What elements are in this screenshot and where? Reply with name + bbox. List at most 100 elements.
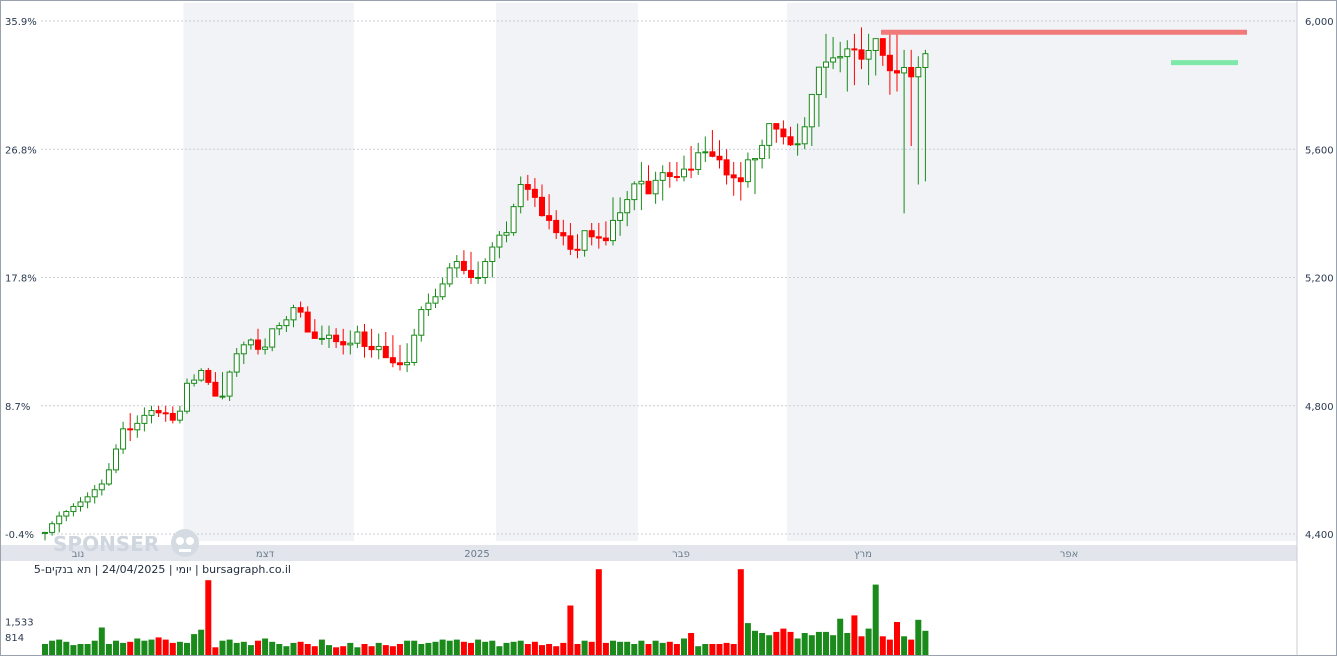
volume-bar (610, 640, 616, 655)
volume-bar (148, 639, 155, 655)
volume-bar (865, 628, 872, 655)
candle-body (922, 53, 929, 68)
volume-bar (382, 645, 389, 655)
volume-bar (404, 640, 411, 655)
candle-body (546, 215, 553, 221)
candle-body (425, 302, 432, 311)
candle-body (269, 328, 276, 348)
volume-bar (304, 644, 311, 655)
candle-body (262, 346, 269, 350)
volume-bar (574, 644, 581, 655)
candle-body (673, 176, 680, 179)
candle-body (169, 412, 176, 421)
candle-body (787, 136, 794, 146)
month-labels: נוב דצמ 2025 פבר מרץ אפר (72, 549, 1079, 560)
volume-bar (489, 640, 496, 655)
candle-body (439, 283, 446, 298)
candle-body (659, 172, 666, 181)
volume-bar (276, 644, 283, 655)
volume-bar (49, 640, 56, 655)
y-tick-right: 5,600 (1305, 145, 1334, 156)
volume-bar (773, 631, 780, 655)
candle-body (91, 489, 98, 498)
candle-body (84, 496, 91, 503)
candle-body (524, 184, 531, 190)
volume-bar (262, 638, 269, 655)
candle-body (311, 331, 318, 339)
candle-body (219, 395, 226, 398)
candle-body (830, 57, 837, 63)
candle-body (645, 180, 652, 195)
candle-body (482, 260, 489, 278)
volume-bar (432, 641, 439, 655)
volume-bar (617, 641, 624, 655)
volume-bar (311, 646, 318, 655)
volume-bar (42, 644, 48, 655)
candle-body (595, 236, 602, 239)
volume-bar (752, 630, 758, 655)
month-band (786, 3, 1297, 541)
volume-bar (716, 644, 723, 655)
candle-body (113, 448, 119, 471)
candle-body (418, 309, 425, 336)
month-band (495, 3, 638, 541)
candle-body (695, 152, 702, 170)
volume-bar (560, 642, 567, 655)
candle-body (318, 337, 325, 340)
volume-bar (723, 642, 730, 655)
volume-bar (837, 618, 844, 655)
volume-bar (389, 646, 396, 655)
volume-bar (70, 645, 77, 655)
volume-bar (624, 641, 631, 655)
month-label: פבר (672, 549, 690, 560)
candle-body (347, 342, 354, 346)
volume-bar (695, 646, 702, 655)
grid (41, 20, 1297, 535)
candle-body (212, 381, 219, 397)
month-band (183, 3, 354, 541)
volume-bar (418, 644, 425, 655)
volume-bar (240, 641, 247, 655)
volume-bar (652, 640, 659, 655)
candle-body (737, 177, 744, 183)
volume-bar (84, 644, 91, 655)
volume-bar (191, 634, 198, 655)
candle-body (730, 174, 737, 179)
volume-bar (475, 639, 482, 655)
month-bands (1, 1, 1298, 655)
candle-body (290, 307, 297, 321)
volume-bar (638, 640, 645, 655)
y-tick-left: 8.7% (5, 402, 30, 413)
logo-icon (171, 529, 199, 557)
volume-bar (808, 635, 815, 655)
volume-bar (162, 639, 169, 655)
volume-bar (922, 630, 929, 655)
volume-bar (872, 584, 879, 655)
candle-body (624, 199, 631, 214)
volume-bar (155, 637, 162, 655)
candle-body (368, 345, 375, 351)
candle-body (361, 331, 368, 347)
volume-bar (453, 639, 460, 655)
candle-body (517, 184, 524, 208)
candles (42, 27, 929, 541)
candle-body (105, 469, 112, 485)
candle-body (531, 188, 538, 198)
volume-bar (176, 641, 183, 655)
volume-bar (702, 644, 709, 655)
candle-body (226, 371, 233, 397)
volume-bar (439, 639, 446, 655)
candle-body (709, 151, 716, 157)
volume-bar (77, 644, 84, 655)
candle-body (468, 269, 474, 279)
volume-bar (226, 639, 233, 655)
volume-bar (901, 636, 908, 655)
volume-bar (553, 646, 560, 655)
candle-body (148, 410, 155, 416)
month-label: דצמ (256, 549, 275, 560)
candle-body (815, 66, 822, 95)
candle-body (460, 260, 467, 271)
candle-body (844, 48, 851, 58)
volume-bar (886, 639, 893, 655)
